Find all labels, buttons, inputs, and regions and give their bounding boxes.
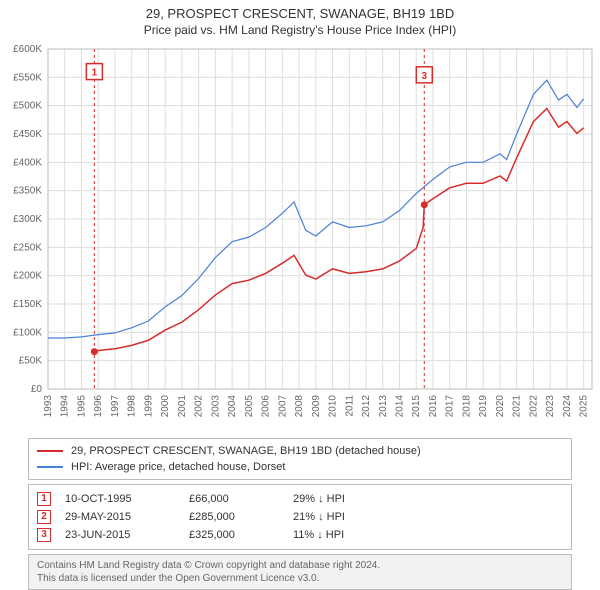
svg-text:1994: 1994: [60, 395, 71, 418]
sale-hpi: 21% ↓ HPI: [293, 508, 383, 526]
svg-text:1: 1: [92, 68, 98, 79]
svg-text:2003: 2003: [210, 395, 221, 418]
svg-text:2007: 2007: [277, 395, 288, 418]
svg-text:2002: 2002: [194, 395, 205, 418]
sale-row: 3 23-JUN-2015 £325,000 11% ↓ HPI: [37, 526, 563, 544]
footer-line2: This data is licensed under the Open Gov…: [37, 572, 563, 585]
sale-row: 2 29-MAY-2015 £285,000 21% ↓ HPI: [37, 508, 563, 526]
sales-table: 1 10-OCT-1995 £66,000 29% ↓ HPI 2 29-MAY-2015…: [28, 484, 572, 550]
legend-label: 29, PROSPECT CRESCENT, SWANAGE, BH19 1BD…: [71, 443, 421, 459]
svg-text:£600K: £600K: [13, 44, 42, 55]
svg-text:£200K: £200K: [13, 271, 42, 282]
sale-price: £325,000: [189, 526, 279, 544]
svg-text:£350K: £350K: [13, 186, 42, 197]
svg-text:2020: 2020: [495, 395, 506, 418]
svg-text:2012: 2012: [361, 395, 372, 418]
legend-swatch: [37, 450, 63, 452]
svg-text:£250K: £250K: [13, 242, 42, 253]
sale-row: 1 10-OCT-1995 £66,000 29% ↓ HPI: [37, 490, 563, 508]
svg-text:2016: 2016: [428, 395, 439, 418]
svg-text:1997: 1997: [110, 395, 121, 418]
svg-text:2001: 2001: [177, 395, 188, 418]
svg-text:3: 3: [421, 71, 427, 82]
svg-text:2013: 2013: [378, 395, 389, 418]
svg-text:£500K: £500K: [13, 101, 42, 112]
legend-label: HPI: Average price, detached house, Dors…: [71, 459, 285, 475]
sale-hpi: 29% ↓ HPI: [293, 490, 383, 508]
title-subtitle: Price paid vs. HM Land Registry's House …: [10, 23, 590, 37]
sale-price: £66,000: [189, 490, 279, 508]
svg-text:£0: £0: [31, 384, 43, 395]
chart-svg: £0 £50K £100K £150K £200K £250K £300K £350K £400…: [0, 39, 600, 434]
sale-price: £285,000: [189, 508, 279, 526]
svg-text:£300K: £300K: [13, 214, 42, 225]
sale-marker: 1: [37, 492, 51, 506]
svg-text:2021: 2021: [512, 395, 523, 418]
svg-text:2023: 2023: [545, 395, 556, 418]
svg-text:2025: 2025: [579, 395, 590, 418]
svg-text:£550K: £550K: [13, 72, 42, 83]
svg-text:1995: 1995: [76, 395, 87, 418]
legend-item: HPI: Average price, detached house, Dors…: [37, 459, 563, 475]
svg-text:1993: 1993: [43, 395, 54, 418]
svg-text:2022: 2022: [528, 395, 539, 418]
svg-text:2000: 2000: [160, 395, 171, 418]
chart-area: £0 £50K £100K £150K £200K £250K £300K £350K £400…: [0, 39, 600, 434]
svg-text:2005: 2005: [244, 395, 255, 418]
chart-titles: 29, PROSPECT CRESCENT, SWANAGE, BH19 1BD…: [0, 0, 600, 39]
svg-text:2004: 2004: [227, 395, 238, 418]
svg-text:1998: 1998: [127, 395, 138, 418]
svg-text:2018: 2018: [461, 395, 472, 418]
legend-swatch: [37, 466, 63, 468]
svg-text:1996: 1996: [93, 395, 104, 418]
sale-marker: 2: [37, 510, 51, 524]
svg-text:£150K: £150K: [13, 299, 42, 310]
sale-hpi: 11% ↓ HPI: [293, 526, 383, 544]
sale-date: 23-JUN-2015: [65, 526, 175, 544]
svg-text:2009: 2009: [311, 395, 322, 418]
legend: 29, PROSPECT CRESCENT, SWANAGE, BH19 1BD…: [28, 438, 572, 480]
svg-text:2008: 2008: [294, 395, 305, 418]
svg-text:2019: 2019: [478, 395, 489, 418]
sale-date: 29-MAY-2015: [65, 508, 175, 526]
sale-date: 10-OCT-1995: [65, 490, 175, 508]
svg-text:2015: 2015: [411, 395, 422, 418]
sale-marker: 3: [37, 528, 51, 542]
svg-text:2014: 2014: [395, 395, 406, 418]
svg-text:£450K: £450K: [13, 129, 42, 140]
svg-text:2006: 2006: [261, 395, 272, 418]
svg-text:£400K: £400K: [13, 157, 42, 168]
svg-text:£100K: £100K: [13, 327, 42, 338]
svg-text:1999: 1999: [143, 395, 154, 418]
footer-attribution: Contains HM Land Registry data © Crown c…: [28, 554, 572, 590]
svg-text:2010: 2010: [328, 395, 339, 418]
svg-text:2017: 2017: [445, 395, 456, 418]
svg-text:2024: 2024: [562, 395, 573, 418]
svg-text:£50K: £50K: [19, 356, 43, 367]
title-address: 29, PROSPECT CRESCENT, SWANAGE, BH19 1BD: [10, 6, 590, 21]
footer-line1: Contains HM Land Registry data © Crown c…: [37, 559, 563, 572]
svg-text:2011: 2011: [344, 395, 355, 417]
legend-item: 29, PROSPECT CRESCENT, SWANAGE, BH19 1BD…: [37, 443, 563, 459]
